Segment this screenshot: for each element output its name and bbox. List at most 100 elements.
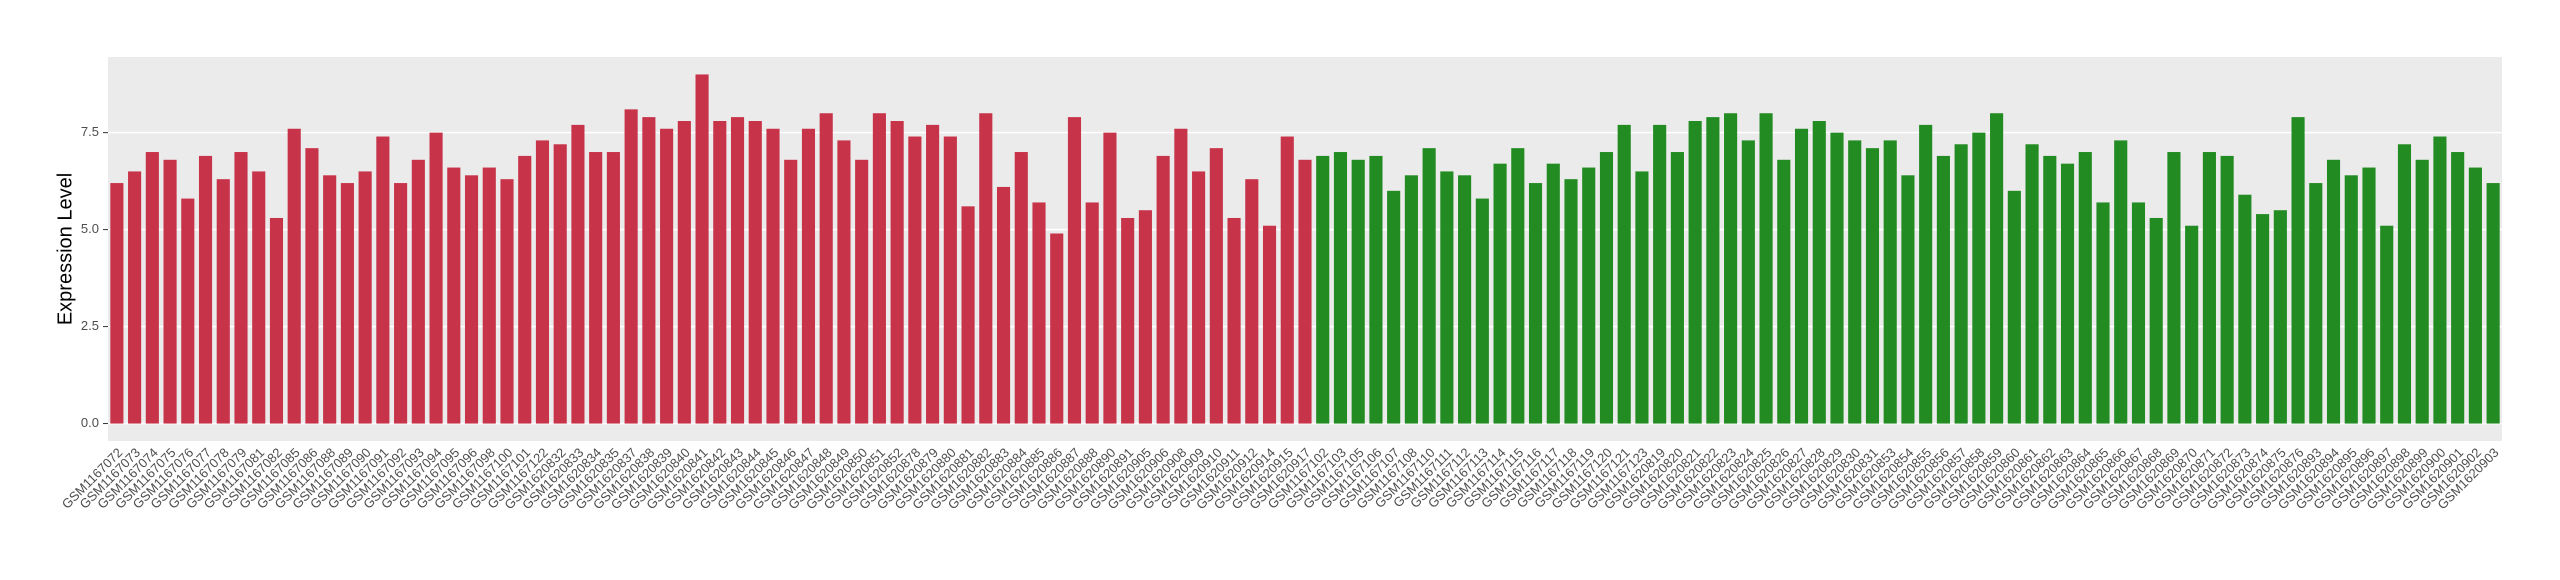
bar bbox=[181, 198, 195, 424]
bar bbox=[730, 117, 745, 424]
bar bbox=[1688, 121, 1702, 424]
bar bbox=[500, 179, 514, 424]
bar bbox=[908, 136, 922, 424]
bar bbox=[2256, 214, 2270, 424]
bar bbox=[571, 124, 585, 424]
bar bbox=[2131, 202, 2146, 424]
bar bbox=[411, 159, 425, 424]
bar bbox=[819, 113, 833, 424]
bar bbox=[1032, 202, 1046, 424]
bar bbox=[695, 74, 709, 424]
bar bbox=[1919, 124, 1933, 424]
bar bbox=[447, 167, 461, 424]
bar bbox=[198, 155, 213, 424]
bar bbox=[1192, 171, 1206, 424]
bar bbox=[1227, 217, 1241, 424]
bar bbox=[1528, 183, 1543, 424]
bar bbox=[1404, 175, 1418, 424]
bar bbox=[145, 152, 159, 424]
bar bbox=[1369, 155, 1383, 424]
bar bbox=[1422, 148, 1436, 424]
bar bbox=[2344, 175, 2358, 424]
bar bbox=[1333, 152, 1348, 424]
bar bbox=[2309, 183, 2323, 424]
bar bbox=[1883, 140, 1897, 424]
y-tick-label: 5.0 bbox=[81, 221, 99, 236]
bar bbox=[1387, 190, 1401, 424]
bar bbox=[535, 140, 550, 424]
bar bbox=[1635, 171, 1649, 424]
bar bbox=[2486, 183, 2500, 424]
y-tick-label: 7.5 bbox=[81, 124, 99, 139]
bar bbox=[766, 128, 780, 424]
bar bbox=[1262, 225, 1277, 424]
bar bbox=[2149, 217, 2163, 424]
bar bbox=[1298, 159, 1312, 424]
bar bbox=[784, 159, 798, 424]
bar bbox=[1954, 144, 1968, 424]
bar bbox=[1830, 132, 1844, 424]
bar bbox=[1475, 198, 1489, 424]
bar bbox=[713, 121, 727, 424]
bar bbox=[269, 217, 284, 424]
bar bbox=[2415, 159, 2429, 424]
bar bbox=[1546, 163, 1560, 424]
bar bbox=[1972, 132, 1986, 424]
bar bbox=[943, 136, 957, 424]
bar bbox=[660, 128, 674, 424]
bar bbox=[2468, 167, 2482, 424]
bar bbox=[2167, 152, 2181, 424]
bar bbox=[2007, 190, 2021, 424]
bar bbox=[1936, 155, 1950, 424]
bar bbox=[996, 186, 1011, 424]
bar bbox=[2362, 167, 2376, 424]
bar bbox=[606, 152, 620, 424]
bar bbox=[1653, 124, 1667, 424]
bar bbox=[642, 117, 656, 424]
bar bbox=[1724, 113, 1738, 424]
bar bbox=[2096, 202, 2110, 424]
bar bbox=[340, 183, 354, 424]
bar bbox=[1865, 148, 1880, 424]
bar bbox=[305, 148, 319, 424]
y-axis-title: Expression Level bbox=[54, 173, 76, 325]
bar bbox=[1990, 113, 2004, 424]
bar bbox=[2043, 155, 2057, 424]
bar bbox=[1794, 128, 1809, 424]
bar bbox=[518, 155, 532, 424]
bar bbox=[1014, 152, 1028, 424]
bar bbox=[2202, 152, 2216, 424]
bar bbox=[1316, 155, 1330, 424]
bar bbox=[2060, 163, 2075, 424]
bar bbox=[1564, 179, 1578, 424]
bar bbox=[1280, 136, 1294, 424]
bar bbox=[2451, 152, 2465, 424]
bar bbox=[323, 175, 337, 424]
bar bbox=[1670, 152, 1684, 424]
bar bbox=[216, 179, 230, 424]
bar bbox=[1741, 140, 1755, 424]
bar bbox=[128, 171, 142, 424]
bar bbox=[2433, 136, 2447, 424]
bar bbox=[748, 121, 762, 424]
bar bbox=[1351, 159, 1365, 424]
bar bbox=[1067, 117, 1082, 424]
bar bbox=[553, 144, 567, 424]
bar bbox=[1706, 117, 1720, 424]
bar bbox=[979, 113, 993, 424]
bar bbox=[2397, 144, 2412, 424]
bar bbox=[1511, 148, 1525, 424]
bar bbox=[2326, 159, 2341, 424]
bar bbox=[1440, 171, 1454, 424]
bar bbox=[2291, 117, 2305, 424]
bar bbox=[1050, 233, 1064, 424]
bar bbox=[961, 206, 975, 424]
bar bbox=[394, 183, 408, 424]
bar bbox=[1617, 124, 1631, 424]
bar bbox=[1599, 152, 1614, 424]
bar bbox=[234, 152, 248, 424]
bar bbox=[1121, 217, 1135, 424]
bar bbox=[1103, 132, 1117, 424]
bar bbox=[464, 175, 479, 424]
